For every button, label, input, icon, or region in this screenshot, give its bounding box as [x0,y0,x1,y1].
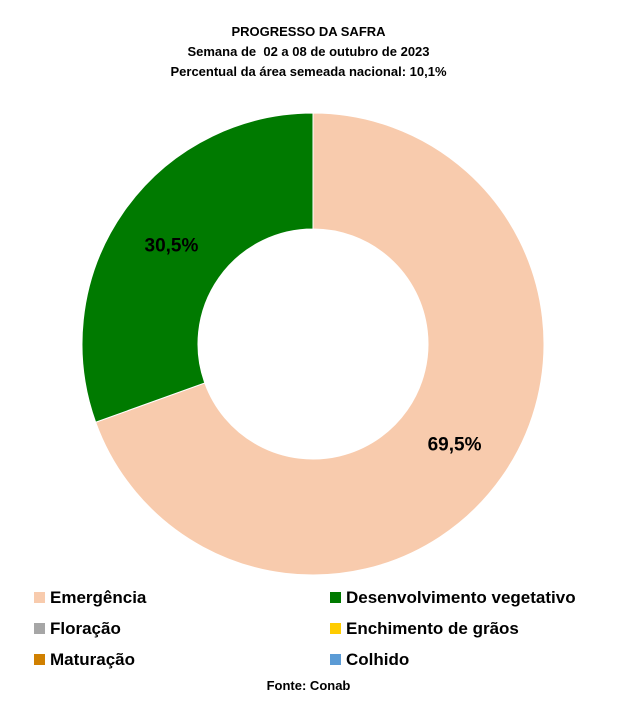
chart-title: PROGRESSO DA SAFRA [231,24,386,39]
chart-subtitle: Semana de 02 a 08 de outubro de 2023 [187,44,430,59]
legend-swatch [330,623,341,634]
legend-label: Desenvolvimento vegetativo [346,587,576,607]
legend-label: Emergência [50,587,147,607]
chart-subtitle-area: Percentual da área semeada nacional: 10,… [170,64,447,79]
legend-label: Enchimento de grãos [346,618,519,638]
legend-swatch [34,654,45,665]
legend-swatch [34,592,45,603]
legend-item-colhido: Colhido [330,644,604,675]
donut-slice-1 [81,112,314,423]
chart-titles: PROGRESSO DA SAFRA Semana de 02 a 08 de … [0,22,617,82]
legend-item-enchimento-de-graos: Enchimento de grãos [330,613,604,644]
legend-label: Maturação [50,649,136,669]
data-label-1: 30,5% [145,236,199,257]
legend-item-emergencia: Emergência [34,582,330,613]
chart-source: Fonte: Conab [266,678,351,693]
legend-swatch [330,592,341,603]
legend-swatch [330,654,341,665]
legend-label: Floração [50,618,121,638]
legend-label: Colhido [346,649,410,669]
legend-item-desenvolvimento-vegetativo: Desenvolvimento vegetativo [330,582,604,613]
chart-legend: Emergência Desenvolvimento vegetativo Fl… [34,582,604,675]
legend-swatch [34,623,45,634]
legend-item-maturacao: Maturação [34,644,330,675]
data-label-0: 69,5% [428,434,482,455]
legend-item-floracao: Floração [34,613,330,644]
donut-slice-0 [95,112,545,576]
